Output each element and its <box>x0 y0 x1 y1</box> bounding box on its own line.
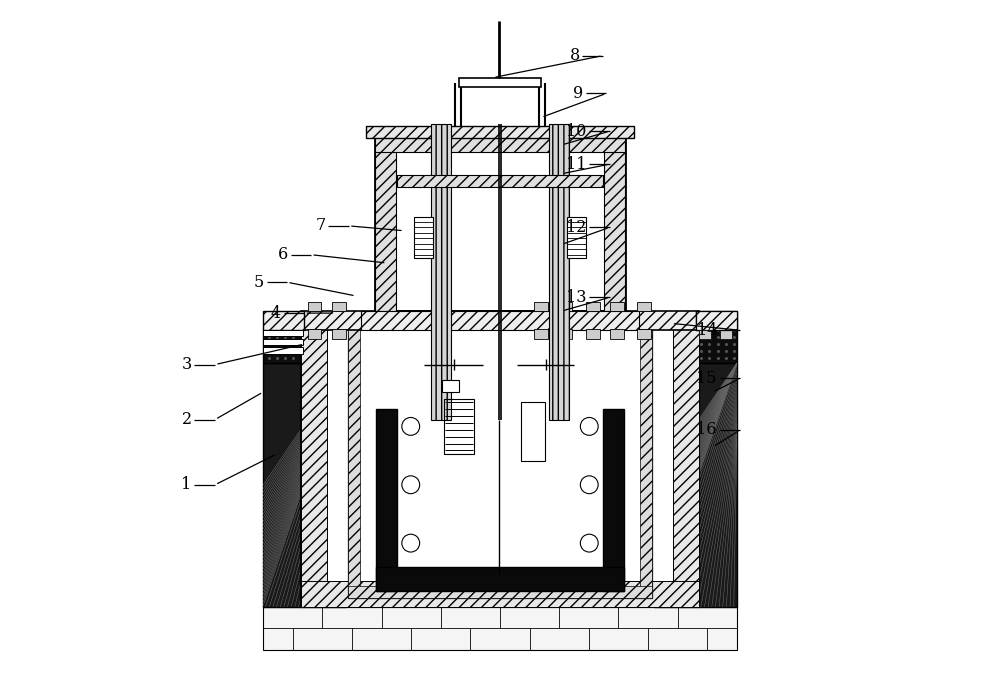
Bar <box>586 329 600 338</box>
Bar <box>640 327 652 598</box>
Text: 15: 15 <box>696 370 717 387</box>
Bar <box>348 327 652 598</box>
Text: 11: 11 <box>566 155 587 173</box>
Bar <box>696 311 737 330</box>
Bar <box>263 363 346 607</box>
Bar <box>301 325 327 607</box>
Text: 6: 6 <box>278 246 288 264</box>
Bar <box>534 302 548 311</box>
Bar <box>308 329 321 338</box>
Bar <box>431 125 451 420</box>
Text: 7: 7 <box>315 217 326 235</box>
Bar <box>263 338 303 345</box>
Bar <box>521 402 545 461</box>
Bar <box>301 325 699 607</box>
Text: 13: 13 <box>566 289 587 305</box>
Bar <box>637 302 651 311</box>
Bar <box>376 567 624 591</box>
Bar <box>654 363 737 607</box>
Bar <box>361 311 639 330</box>
Text: 14: 14 <box>697 322 717 338</box>
Bar <box>332 302 346 311</box>
Bar <box>558 302 572 311</box>
Bar <box>263 330 303 336</box>
Bar <box>376 409 397 591</box>
Bar <box>610 302 624 311</box>
Text: 5: 5 <box>254 274 264 291</box>
Bar <box>301 581 699 607</box>
Text: 16: 16 <box>696 421 717 438</box>
Text: 8: 8 <box>569 47 580 64</box>
Bar <box>604 131 625 311</box>
Bar <box>696 311 737 330</box>
Bar <box>366 126 634 138</box>
Text: 3: 3 <box>181 356 192 373</box>
Bar <box>414 217 433 258</box>
Bar <box>549 125 569 420</box>
Text: 2: 2 <box>182 411 192 428</box>
Bar <box>397 175 603 187</box>
Bar <box>263 347 303 354</box>
Bar <box>699 330 711 338</box>
Bar <box>332 329 346 338</box>
Bar <box>558 329 572 338</box>
Bar <box>308 302 321 311</box>
Bar <box>720 330 732 338</box>
Bar <box>263 311 304 330</box>
Text: 1: 1 <box>181 476 192 493</box>
Bar <box>442 380 459 392</box>
Bar <box>610 329 624 338</box>
Bar <box>444 399 474 454</box>
Bar <box>534 329 548 338</box>
Bar <box>673 325 699 607</box>
Text: 4: 4 <box>271 305 281 321</box>
Bar <box>263 607 737 649</box>
Bar <box>603 409 624 591</box>
Bar <box>348 327 360 598</box>
Bar <box>654 329 737 363</box>
Text: 10: 10 <box>566 122 587 140</box>
Text: 9: 9 <box>573 85 583 102</box>
Bar <box>586 302 600 311</box>
Bar <box>348 585 652 598</box>
Bar <box>301 311 699 330</box>
Bar <box>375 131 396 311</box>
Bar <box>263 329 346 363</box>
Bar <box>375 131 625 311</box>
Bar <box>567 217 586 258</box>
Bar <box>375 131 625 152</box>
Bar <box>637 329 651 338</box>
Text: 12: 12 <box>566 219 587 236</box>
Bar <box>459 78 541 87</box>
